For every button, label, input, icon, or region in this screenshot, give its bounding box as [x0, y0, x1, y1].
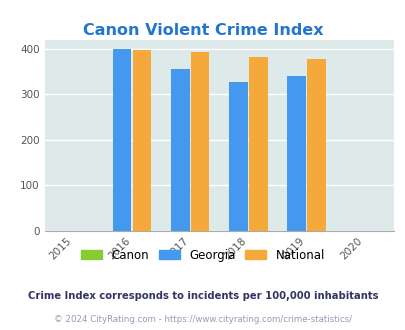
Bar [228, 82, 247, 231]
Bar [306, 59, 325, 231]
Legend: Canon, Georgia, National: Canon, Georgia, National [76, 244, 329, 266]
Bar [132, 50, 151, 231]
Bar [113, 49, 131, 231]
Bar [171, 69, 189, 231]
Bar [248, 57, 267, 231]
Text: Crime Index corresponds to incidents per 100,000 inhabitants: Crime Index corresponds to incidents per… [28, 291, 377, 301]
Text: © 2024 CityRating.com - https://www.cityrating.com/crime-statistics/: © 2024 CityRating.com - https://www.city… [54, 315, 351, 324]
Text: Canon Violent Crime Index: Canon Violent Crime Index [83, 23, 322, 38]
Bar [190, 52, 209, 231]
Bar [287, 76, 305, 231]
